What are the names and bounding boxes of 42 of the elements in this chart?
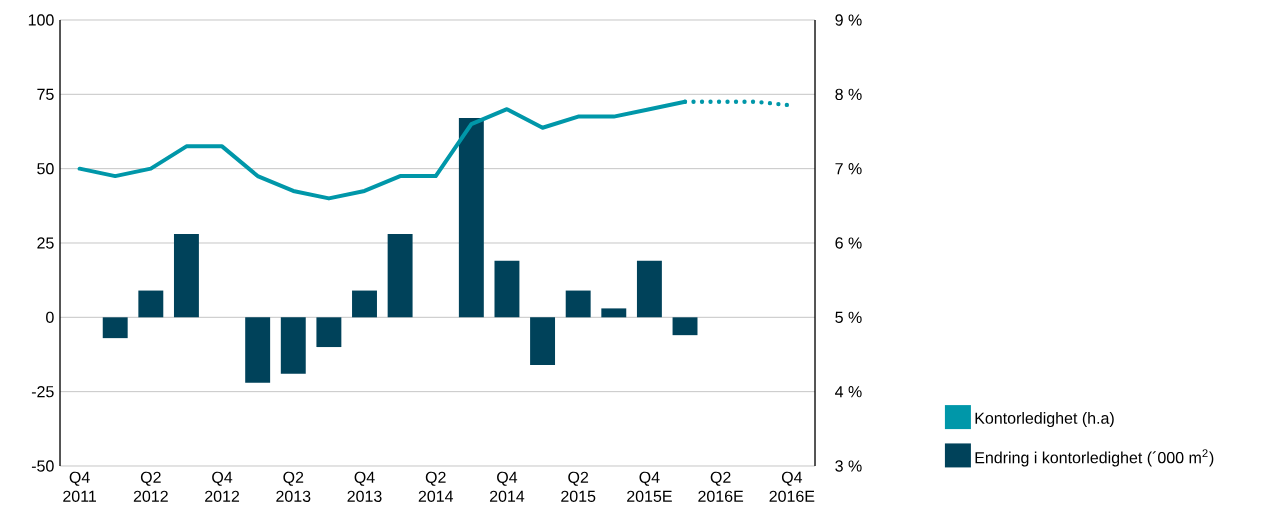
bar <box>565 290 591 318</box>
y2-tick-label: 9 % <box>835 14 862 26</box>
y2-tick-label: 8 % <box>835 88 862 100</box>
bar <box>494 260 520 318</box>
x-tick-label: Q4 2013 <box>347 471 382 502</box>
y-tick-label: 75 <box>37 88 54 100</box>
y2-tick-label: 4 % <box>835 386 862 398</box>
x-tick-label: Q2 2013 <box>276 471 311 502</box>
bar <box>387 234 413 318</box>
y2-tick-label: 6 % <box>835 237 862 249</box>
bar <box>601 308 627 318</box>
bar <box>672 317 698 336</box>
x-tick-label: Q4 2015E <box>627 471 672 502</box>
y2-tick-label: 5 % <box>835 311 862 323</box>
x-tick-label: Q4 2016E <box>769 471 815 502</box>
legend-label: Kontorledighet (h.a) <box>975 412 1114 428</box>
y2-tick-label: 3 % <box>835 460 862 472</box>
y-tick-label: 25 <box>37 237 54 249</box>
bar <box>316 317 342 348</box>
y-tick-label: 100 <box>28 14 54 26</box>
x-tick-label: Q2 2016E <box>698 471 744 502</box>
bar <box>458 118 484 318</box>
y-tick-label: 0 <box>46 311 54 323</box>
legend-label: Endring i kontorledighet (´000 m$^{2}$) <box>975 449 1214 467</box>
y-tick-label: -50 <box>31 460 54 472</box>
bar <box>102 317 128 339</box>
y-tick-label: 50 <box>37 163 54 175</box>
x-tick-label: Q4 2011 <box>63 471 96 502</box>
x-tick-label: Q2 2012 <box>133 471 168 502</box>
y-tick-label: -25 <box>31 386 54 398</box>
bar <box>352 290 377 318</box>
x-tick-label: Q4 2012 <box>205 471 240 502</box>
x-tick-label: Q2 2014 <box>418 471 454 502</box>
bar <box>636 260 662 318</box>
bar <box>280 317 306 374</box>
y2-tick-label: 7 % <box>835 163 862 175</box>
x-tick-label: Q2 2015 <box>561 471 596 502</box>
x-tick-label: Q4 2014 <box>489 471 525 502</box>
bar <box>245 317 271 383</box>
bar <box>138 290 164 318</box>
bar <box>530 317 556 365</box>
bar <box>173 234 199 318</box>
